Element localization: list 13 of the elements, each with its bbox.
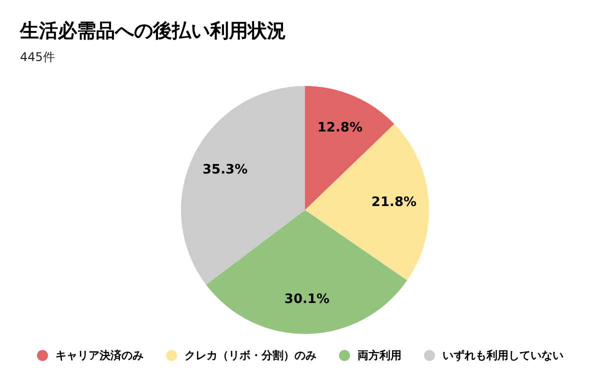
chart-title: 生活必需品への後払い利用状況 bbox=[20, 19, 286, 44]
pie-slice bbox=[305, 124, 429, 280]
legend-label: いずれも利用していない bbox=[442, 348, 564, 363]
data-label: 35.3% bbox=[202, 162, 248, 178]
chart-subtitle: 445件 bbox=[20, 49, 55, 66]
legend-label: 両方利用 bbox=[356, 348, 402, 363]
data-label: 21.8% bbox=[371, 195, 417, 210]
pie-slice bbox=[206, 210, 408, 334]
data-label: 12.8% bbox=[317, 120, 362, 136]
pie-slice bbox=[181, 86, 305, 285]
data-label: 30.1% bbox=[284, 292, 330, 307]
legend-label: クレカ（リボ・分割）のみ bbox=[184, 348, 316, 363]
legend-label: キャリア決済のみ bbox=[54, 348, 144, 363]
